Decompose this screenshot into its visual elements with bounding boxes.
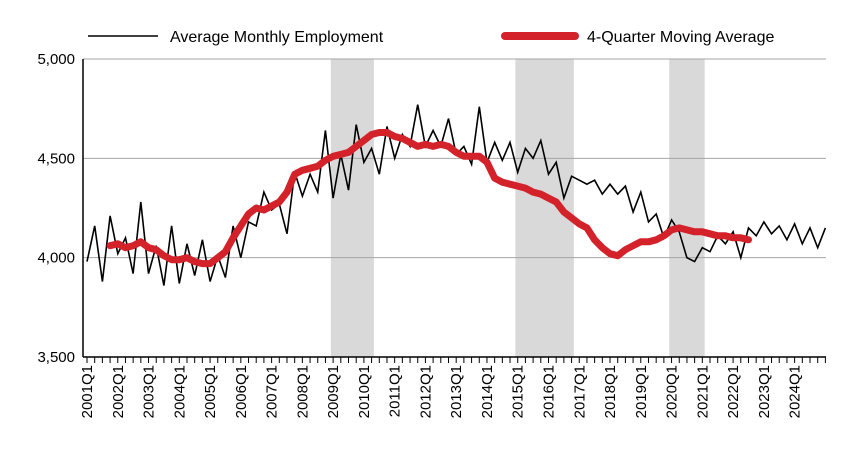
y-tick-label-4000: 4,000 [37,250,75,267]
x-tick-label-2018Q1: 2018Q1 [602,365,619,418]
x-tick-label-2022Q1: 2022Q1 [725,365,742,418]
x-tick-label-2020Q1: 2020Q1 [664,365,681,418]
y-tick-label-4500: 4,500 [37,150,75,167]
x-tick-label-2015Q1: 2015Q1 [510,365,527,418]
x-tick-label-2013Q1: 2013Q1 [448,365,465,418]
x-tick-label-2005Q1: 2005Q1 [202,365,219,418]
x-tick-label-2004Q1: 2004Q1 [171,365,188,418]
x-tick-label-2024Q1: 2024Q1 [787,365,804,418]
series-lines [86,104,827,286]
x-tick-label-2009Q1: 2009Q1 [325,365,342,418]
x-tick-label-2019Q1: 2019Q1 [633,365,650,418]
x-tick-label-2008Q1: 2008Q1 [294,365,311,418]
x-tick-label-2007Q1: 2007Q1 [264,365,281,418]
gridlines [83,58,826,259]
x-tick-label-2001Q1: 2001Q1 [79,365,96,418]
x-tick-labels: 2001Q1 2002Q1 2003Q1 2004Q1 2005Q1 2006Q1 2007… [79,365,804,418]
x-tick-label-2003Q1: 2003Q1 [141,365,158,418]
series-line-moving-average [106,129,752,268]
x-tick-label-2014Q1: 2014Q1 [479,365,496,418]
legend-label-moving-average: 4-Quarter Moving Average [587,29,774,46]
series-line-monthly [86,104,827,286]
x-tick-label-2012Q1: 2012Q1 [417,365,434,418]
y-tick-label-3500: 3,500 [37,349,75,366]
x-tick-label-2006Q1: 2006Q1 [233,365,250,418]
x-tick-label-2017Q1: 2017Q1 [571,365,588,418]
x-tick-label-2011Q1: 2011Q1 [387,365,404,417]
x-tick-label-2021Q1: 2021Q1 [694,365,711,418]
x-tick-label-2002Q1: 2002Q1 [110,365,127,418]
axes [82,59,826,363]
x-tick-label-2010Q1: 2010Q1 [356,365,373,418]
recession-band-3 [669,59,705,357]
legend-label-monthly: Average Monthly Employment [170,29,384,46]
x-tick-label-2016Q1: 2016Q1 [540,365,557,418]
y-tick-labels: 3,500 4,000 4,500 5,000 [37,51,75,366]
legend: Average Monthly Employment 4-Quarter Mov… [88,29,774,46]
x-tick-label-2023Q1: 2023Q1 [756,365,773,418]
y-tick-label-5000: 5,000 [37,51,75,68]
recession-band-1 [330,59,374,357]
recession-bands [330,59,705,357]
